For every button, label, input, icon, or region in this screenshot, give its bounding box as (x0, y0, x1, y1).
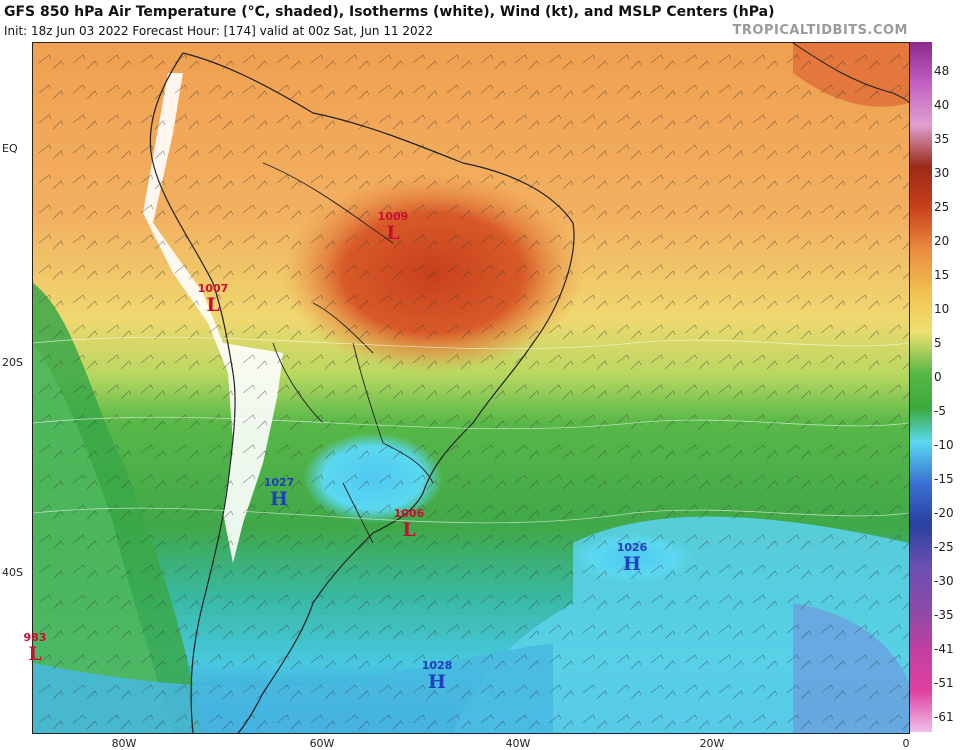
pressure-value: 1006 (393, 507, 425, 520)
colorbar-label: -51 (934, 676, 954, 690)
colorbar-label: 20 (934, 234, 950, 248)
lat-label-eq: EQ (2, 142, 18, 155)
pressure-value: 1007 (197, 282, 229, 295)
lon-label-0: 0 (902, 737, 910, 750)
colorbar-label: -35 (934, 608, 954, 622)
colorbar-label: 25 (934, 200, 950, 214)
pressure-value: 1026 (616, 541, 648, 554)
map-panel (32, 42, 910, 734)
colorbar-label: 15 (934, 268, 950, 282)
lat-label-20s: 20S (2, 356, 23, 369)
pressure-value: 1009 (377, 210, 409, 223)
colorbar-label: 0 (934, 370, 942, 384)
colorbar-label: 40 (934, 98, 950, 112)
colorbar-label: 10 (934, 302, 950, 316)
pressure-letter: H (623, 553, 641, 575)
lon-label-40w: 40W (505, 737, 531, 750)
chart-subtitle: Init: 18z Jun 03 2022 Forecast Hour: [17… (4, 24, 433, 38)
colorbar-label: -10 (934, 438, 954, 452)
site-credit: TROPICALTIDBITS.COM (732, 23, 908, 38)
colorbar-label: -15 (934, 472, 954, 486)
low-pressure-center: 1006 L (393, 507, 425, 541)
pressure-letter: L (206, 294, 220, 316)
colorbar-label: -25 (934, 540, 954, 554)
low-pressure-center: 983 L (23, 631, 47, 665)
colorbar-label: 35 (934, 132, 950, 146)
colorbar-label: 5 (934, 336, 942, 350)
colorbar-label: -30 (934, 574, 954, 588)
colorbar-label: -5 (934, 404, 946, 418)
pressure-value: 1027 (263, 476, 295, 489)
lat-label-40s: 40S (2, 566, 23, 579)
colorbar-label: 48 (934, 64, 950, 78)
lon-label-20w: 20W (699, 737, 725, 750)
pressure-letter: H (428, 671, 446, 693)
pressure-value: 1028 (421, 659, 453, 672)
high-pressure-center: 1027 H (263, 476, 295, 510)
lon-label-60w: 60W (309, 737, 335, 750)
high-pressure-center: 1026 H (616, 541, 648, 575)
pressure-letter: H (270, 488, 288, 510)
colorbar-label: -61 (934, 710, 954, 724)
temperature-map (33, 43, 909, 733)
low-pressure-center: 1007 L (197, 282, 229, 316)
high-pressure-center: 1028 H (421, 659, 453, 693)
colorbar-label: -20 (934, 506, 954, 520)
colorbar (910, 42, 932, 732)
colorbar-label: 30 (934, 166, 950, 180)
pressure-letter: L (28, 643, 42, 665)
pressure-value: 983 (23, 631, 47, 644)
pressure-letter: L (386, 222, 400, 244)
chart-title: GFS 850 hPa Air Temperature (°C, shaded)… (4, 4, 775, 20)
lon-label-80w: 80W (111, 737, 137, 750)
pressure-letter: L (402, 519, 416, 541)
low-pressure-center: 1009 L (377, 210, 409, 244)
colorbar-label: -41 (934, 642, 954, 656)
